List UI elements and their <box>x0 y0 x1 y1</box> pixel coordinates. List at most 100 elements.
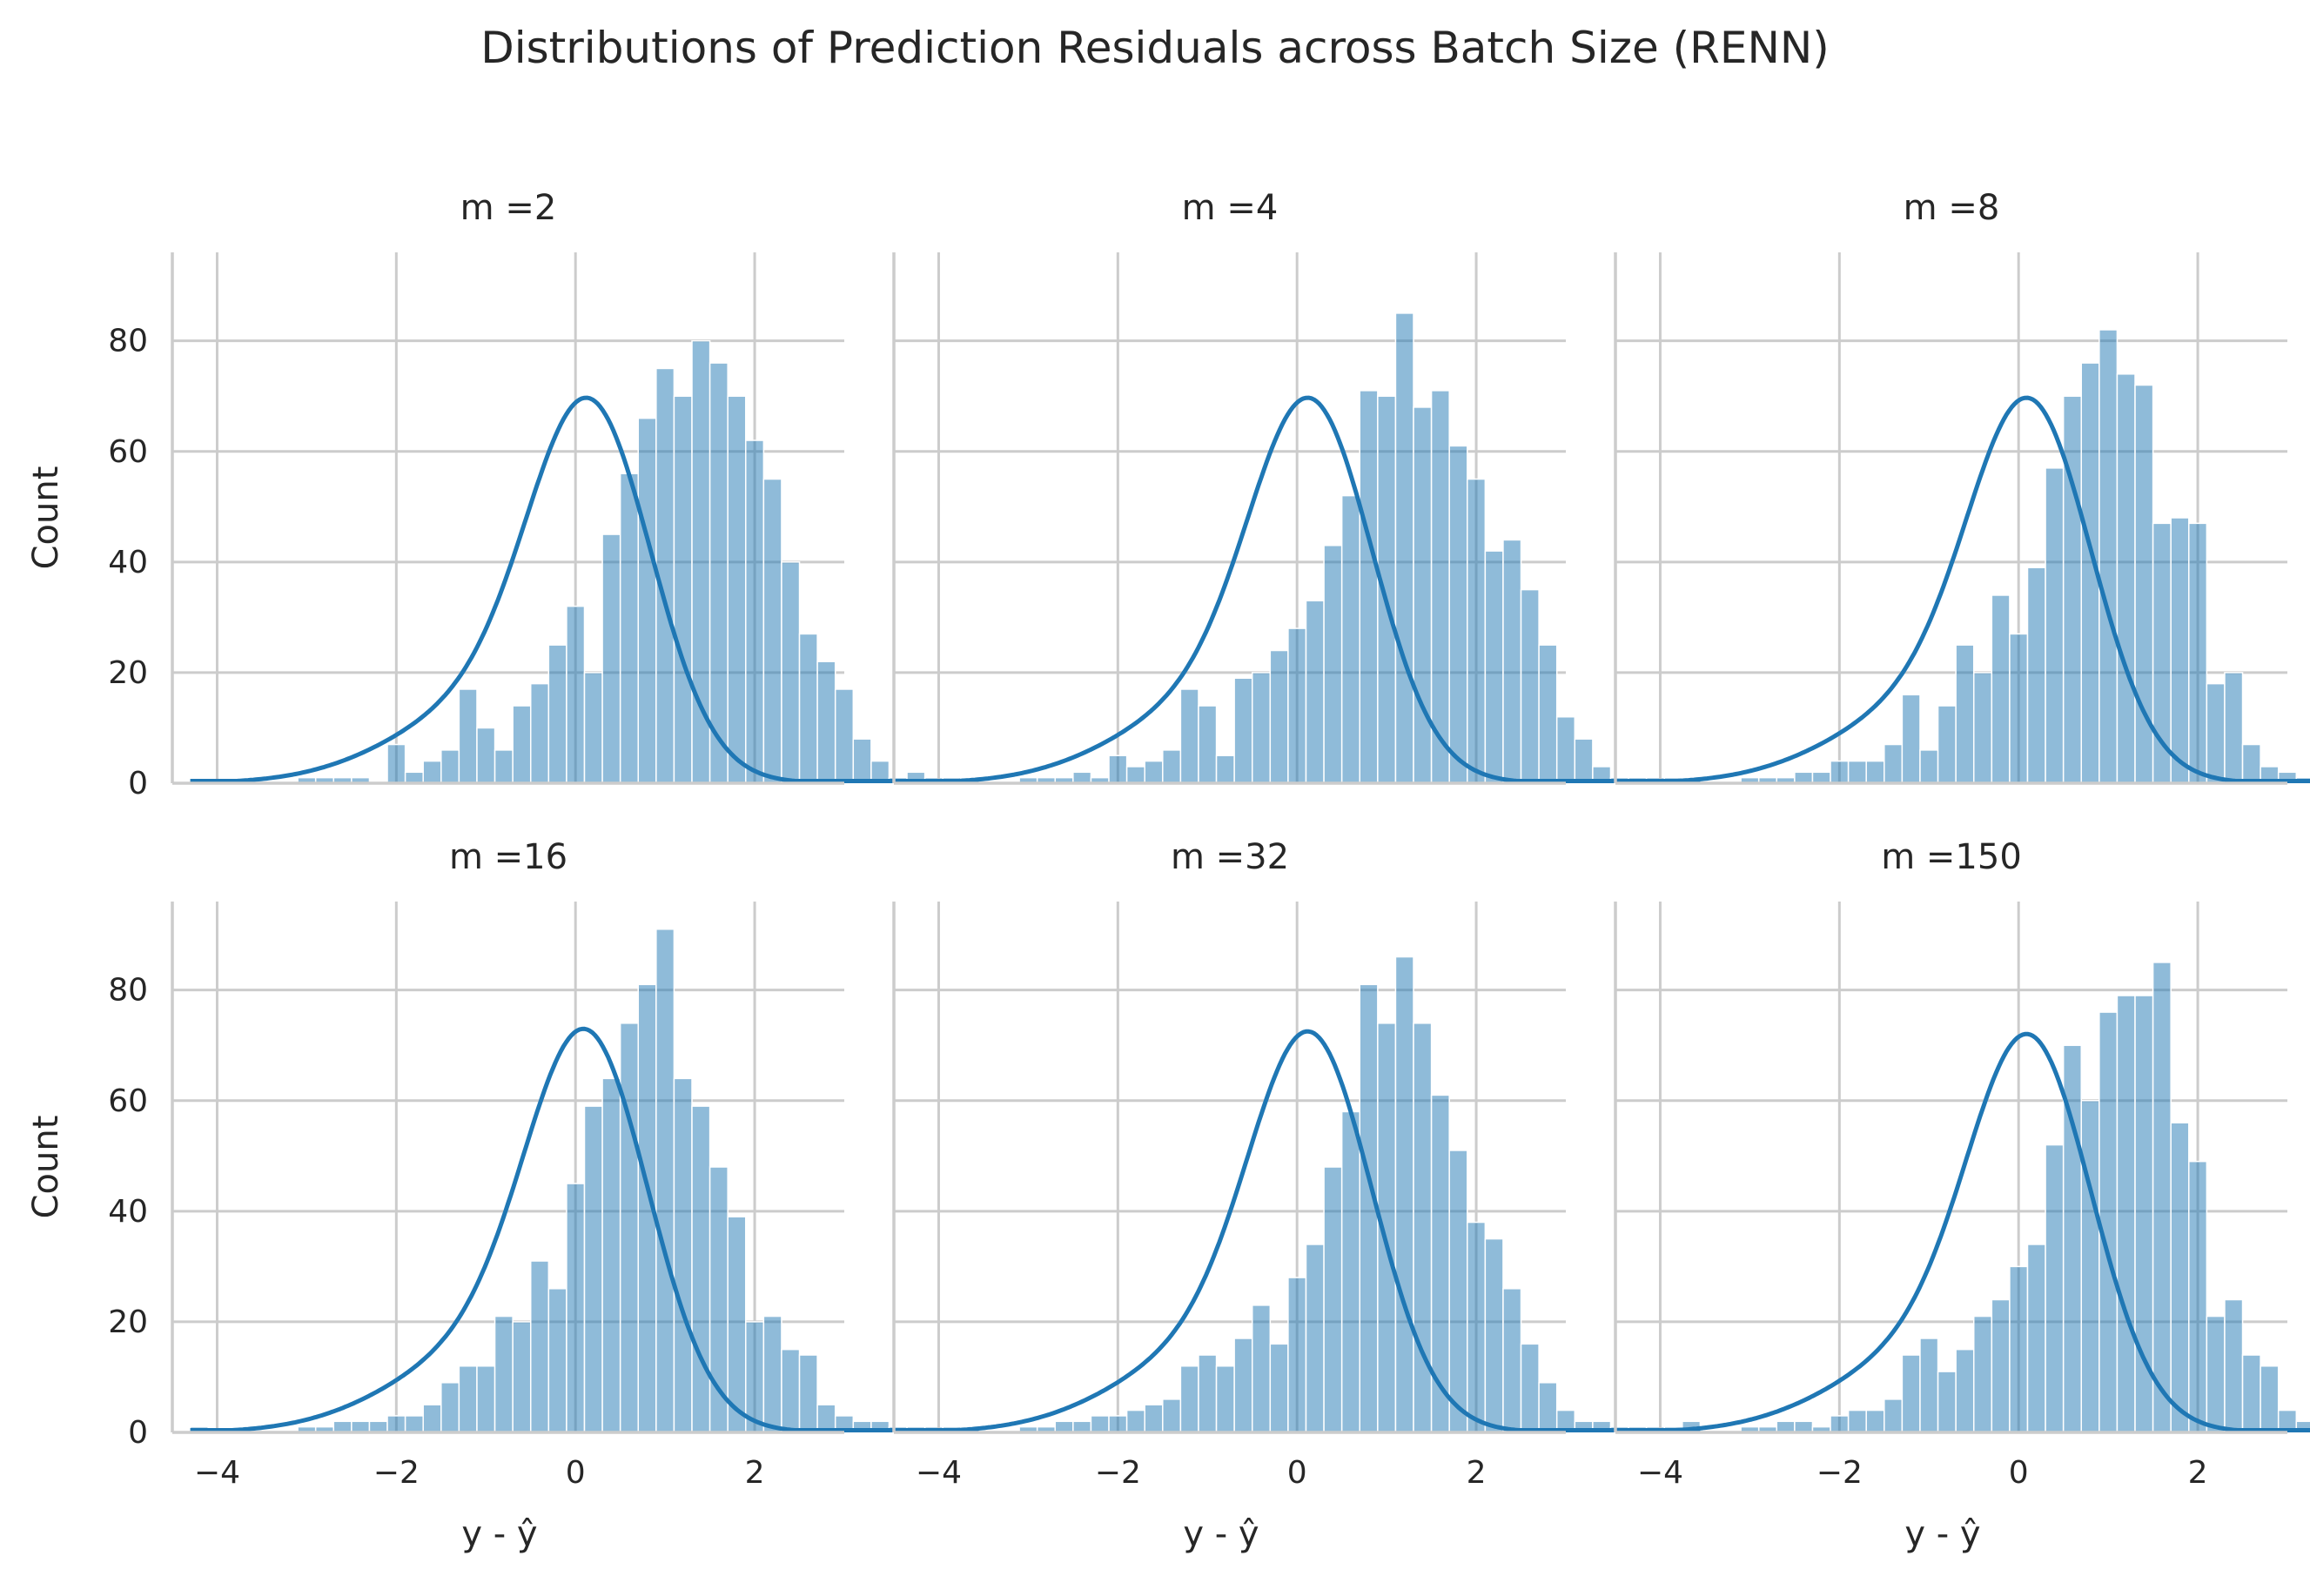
histogram-bar <box>1901 694 1921 784</box>
histogram-bar <box>2116 995 2136 1433</box>
histogram-bar <box>2062 395 2083 784</box>
histogram-bar <box>1305 1244 1325 1433</box>
histogram-bar <box>762 478 782 784</box>
histogram-bar <box>1090 1415 1110 1433</box>
histogram-bar <box>1251 1304 1272 1433</box>
kde-curve <box>1633 395 2310 783</box>
histogram-bar <box>1972 1315 1993 1433</box>
panel-title: m =32 <box>1171 837 1289 877</box>
histogram-bar <box>529 682 550 784</box>
histogram-bar <box>2080 1100 2100 1433</box>
y-tick-label: 40 <box>108 1194 148 1230</box>
x-tick-label: 2 <box>2188 1455 2208 1491</box>
histogram-bar <box>2170 1122 2190 1433</box>
histogram-bar <box>655 929 675 1433</box>
histogram-bar <box>1233 1338 1253 1433</box>
histogram-bar <box>404 1415 424 1433</box>
histogram-bar <box>1340 494 1361 784</box>
histogram-bar <box>1955 1348 1975 1433</box>
histogram-bar <box>601 1077 621 1433</box>
histogram-bar <box>1072 1420 1092 1433</box>
panel-title: m =16 <box>449 837 567 877</box>
histogram-bar <box>583 1105 603 1433</box>
x-tick-label: −4 <box>1637 1455 1683 1491</box>
histogram-bar <box>1125 766 1145 784</box>
histogram-bar <box>708 362 729 784</box>
histogram-bar <box>619 473 640 784</box>
histogram-bar <box>1413 406 1433 784</box>
histogram-bar <box>745 439 765 784</box>
x-axis-label: y - ŷ <box>1183 1514 1259 1554</box>
histogram-bar <box>2009 633 2029 784</box>
histogram-bar <box>476 1365 496 1433</box>
histogram-bar <box>1901 1354 1921 1433</box>
subplot-panel: m =4 <box>892 188 1702 785</box>
kde-curve <box>911 395 1701 783</box>
histogram-bar <box>2241 743 2261 784</box>
histogram-bar <box>1054 1420 1074 1433</box>
histogram-bar <box>1776 1420 1796 1433</box>
histogram-bar <box>566 1183 586 1433</box>
histogram-bar <box>1215 754 1235 784</box>
histogram-bar <box>1287 1277 1307 1433</box>
histogram-bar <box>1144 760 1164 784</box>
histogram-bar <box>2152 962 2172 1433</box>
histogram-bar <box>1269 1343 1289 1433</box>
histogram-bar <box>1955 644 1975 784</box>
histogram-bar <box>440 1382 460 1433</box>
panel-title: m =2 <box>460 188 557 228</box>
histogram-bar <box>1830 760 1850 784</box>
histogram-bar <box>547 644 567 784</box>
histogram-bar <box>583 672 603 784</box>
histogram-bar <box>386 743 406 784</box>
histogram-bar <box>601 533 621 784</box>
histogram-bar <box>727 1216 747 1433</box>
subplot-panel: m =150 −4 −2 0 2 y - ŷ <box>1614 837 2310 1554</box>
histogram-bar <box>1991 1298 2011 1433</box>
x-tick-label: −2 <box>1816 1455 1863 1491</box>
histogram-bar <box>1794 1420 1814 1433</box>
histogram-bar <box>1538 1382 1558 1433</box>
histogram-bar <box>1413 1023 1433 1433</box>
histogram-bar <box>512 1321 532 1433</box>
histogram-bar <box>1937 705 1957 784</box>
histogram-bar <box>2188 522 2208 784</box>
histogram-bar <box>2206 1315 2226 1433</box>
histogram-bar <box>1305 600 1325 784</box>
histogram-bar <box>1448 1150 1468 1433</box>
histogram-bar <box>1198 1354 1218 1433</box>
histogram-bar <box>1794 771 1814 784</box>
histogram-bar <box>1972 672 1993 784</box>
histogram-bar <box>494 749 514 784</box>
histogram-bar <box>1847 760 1867 784</box>
y-tick-label: 20 <box>108 655 148 691</box>
histogram-bar <box>1467 478 1487 784</box>
panel-title: m =8 <box>1904 188 2000 228</box>
y-tick-label: 20 <box>108 1304 148 1340</box>
x-tick-label: 0 <box>566 1455 586 1491</box>
histogram-bar <box>1108 1415 1128 1433</box>
x-tick-label: 2 <box>745 1455 765 1491</box>
histogram-bar <box>727 395 747 784</box>
subplot-panel: m =16 0 20 40 60 80 Count −4 −2 0 2 y - ŷ <box>26 837 980 1554</box>
y-axis-label: Count <box>26 1116 66 1219</box>
histogram-bar <box>2206 682 2226 784</box>
histogram-bar <box>1251 672 1272 784</box>
histogram-bar <box>2026 1244 2046 1433</box>
histogram-bar <box>351 1420 371 1433</box>
histogram-bar <box>691 1105 711 1433</box>
histogram-bar <box>1884 1398 1904 1433</box>
histogram-bar <box>1538 644 1558 784</box>
histogram-bar <box>1937 1371 1957 1433</box>
y-tick-label: 40 <box>108 545 148 580</box>
histogram-bar <box>834 688 855 784</box>
y-tick-label: 60 <box>108 434 148 470</box>
histogram-bar <box>2009 1265 2029 1433</box>
histogram-bar <box>440 749 460 784</box>
histogram-bar <box>852 738 872 784</box>
histogram-bar <box>2170 517 2190 784</box>
histogram-bar <box>1340 1110 1361 1433</box>
y-tick-label: 60 <box>108 1083 148 1119</box>
histogram-bar <box>1865 1409 1885 1433</box>
